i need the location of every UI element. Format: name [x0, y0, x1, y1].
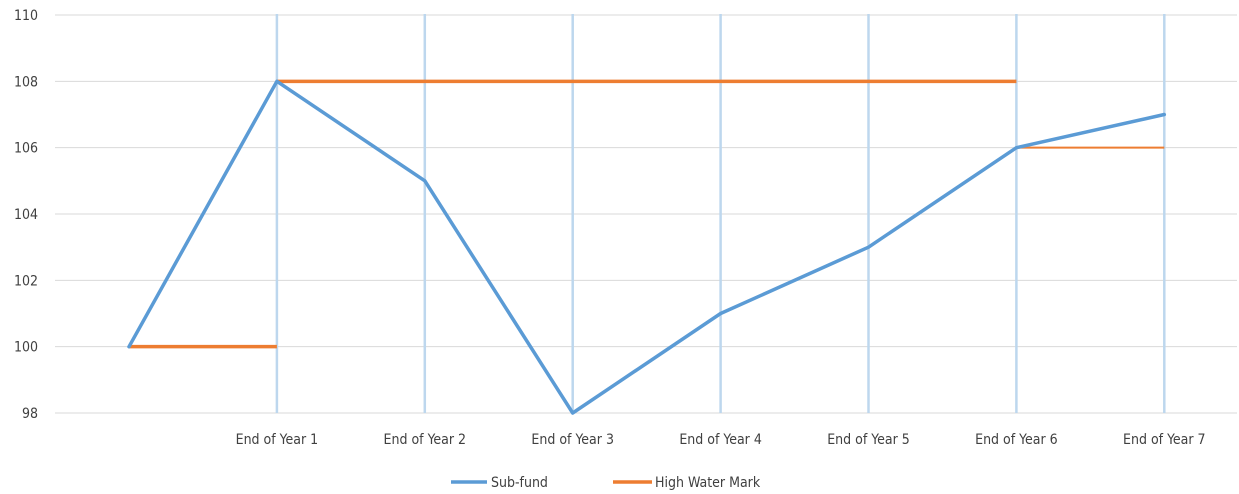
x-tick-label-5: End of Year 5 [827, 432, 910, 448]
y-tick-label-108: 108 [14, 74, 38, 90]
y-tick-label-100: 100 [14, 340, 38, 356]
x-tick-label-1: End of Year 1 [236, 432, 319, 448]
y-axis-tick-labels: 98 100 102 104 106 108 110 [14, 8, 38, 422]
x-axis-tick-labels: End of Year 1 End of Year 2 End of Year 3 E… [236, 432, 1206, 448]
legend-label-high-water-mark: High Water Mark [655, 475, 761, 491]
x-tick-label-7: End of Year 7 [1123, 432, 1206, 448]
gridlines [55, 14, 1237, 414]
series-line-sub-fund [127, 79, 1167, 415]
legend: Sub-fund High Water Mark [451, 475, 761, 491]
x-tick-label-6: End of Year 6 [975, 432, 1058, 448]
x-tick-label-2: End of Year 2 [384, 432, 467, 448]
legend-label-sub-fund: Sub-fund [491, 475, 548, 491]
y-tick-label-98: 98 [22, 406, 38, 422]
sub-fund-series [127, 79, 1167, 415]
x-tick-label-4: End of Year 4 [679, 432, 762, 448]
y-tick-label-104: 104 [14, 207, 38, 223]
x-tick-label-3: End of Year 3 [531, 432, 614, 448]
high-water-mark-series [129, 79, 1165, 349]
y-tick-label-110: 110 [14, 8, 38, 24]
y-tick-label-106: 106 [14, 141, 38, 157]
y-tick-label-102: 102 [14, 273, 38, 289]
